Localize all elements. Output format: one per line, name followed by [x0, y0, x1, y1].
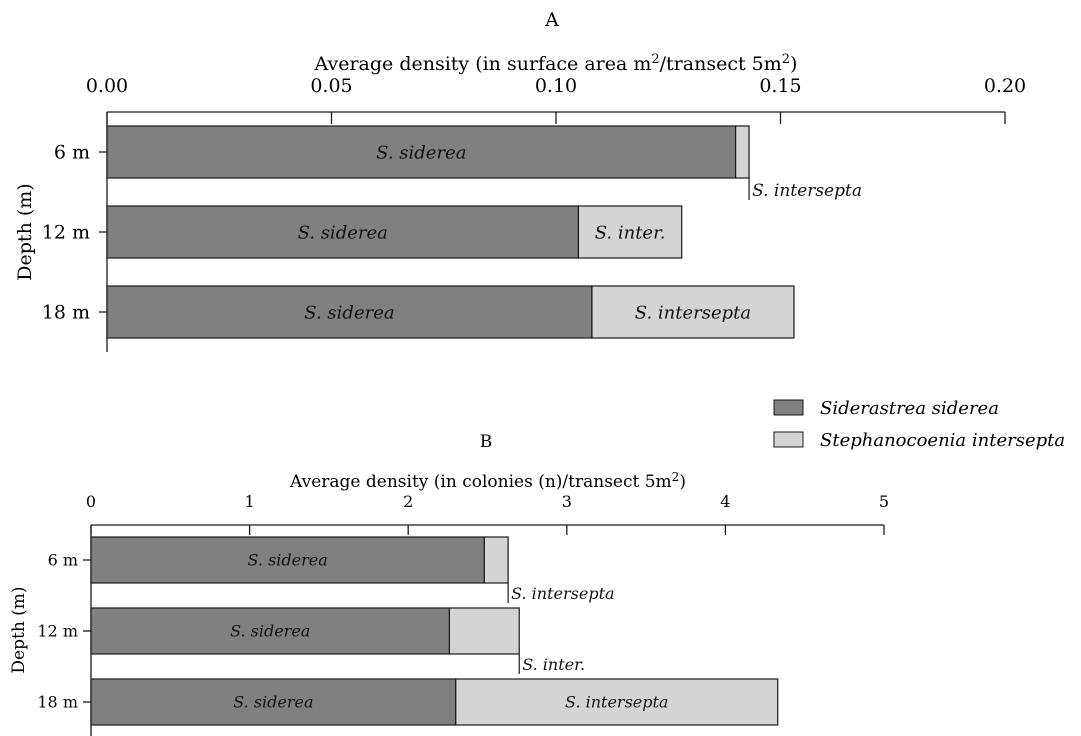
- panel-b-label: B: [480, 432, 493, 452]
- legend-label-siderea: Siderastrea siderea: [820, 398, 999, 419]
- panel-b-bar-label: S. siderea: [230, 622, 310, 641]
- panel-a: A Average density (in surface area m2/tr…: [14, 9, 1026, 352]
- legend-swatch-intersepta: [773, 431, 804, 448]
- panel-a-x-tick-label: 0.15: [759, 75, 801, 97]
- panel-b-bar-siderea: [90, 536, 485, 584]
- panel-a-category-label: 6 m: [54, 142, 90, 164]
- legend-label-intersepta: Stephanocoenia intersepta: [820, 430, 1065, 451]
- panel-a-bar-label: S. siderea: [298, 222, 388, 243]
- panel-a-label: A: [544, 9, 559, 31]
- panel-b-bar-siderea: [90, 607, 451, 655]
- panel-a-category-label: 18 m: [42, 302, 90, 324]
- panel-b-bar-label: S. siderea: [233, 693, 313, 712]
- panel-b-x-tick-label: 3: [562, 492, 572, 511]
- panel-b-category-label: 18 m: [37, 693, 78, 712]
- panel-b-bar-intersepta: [483, 536, 509, 584]
- panel-a-callout-label: S. intersepta: [752, 181, 862, 201]
- panel-a-bar-intersepta: [577, 205, 683, 259]
- panel-a-x-tick-label: 0.05: [310, 75, 352, 97]
- panel-a-bar-label: S. siderea: [376, 142, 466, 163]
- panel-a-bar-label: S. inter.: [595, 222, 666, 243]
- panel-b-x-axis-title: Average density (in colonies (n)/transec…: [289, 470, 686, 492]
- panel-b-x-axis: 0 1 2 3 4 5 6 m 12 m 18 m: [37, 492, 889, 736]
- panel-a-bar-siderea: [106, 125, 737, 179]
- panel-b-category-label: 12 m: [37, 622, 78, 641]
- panel-b-bar-siderea: [90, 678, 457, 726]
- panel-a-bar-label: S. siderea: [304, 302, 394, 323]
- panel-a-bar-intersepta: [591, 285, 795, 339]
- panel-b-x-tick-label: 5: [879, 492, 889, 511]
- panel-b-bar-intersepta: [455, 678, 779, 726]
- panel-a-bar-siderea: [106, 205, 580, 259]
- panel-b-y-axis-title: Depth (m): [9, 586, 29, 673]
- panel-b-callout-label: S. intersepta: [511, 584, 614, 603]
- panel-b-bar-label: S. siderea: [248, 551, 328, 570]
- panel-b: B Average density (in colonies (n)/trans…: [9, 432, 889, 736]
- panel-b-x-tick-label: 0: [86, 492, 96, 511]
- panel-b-bar-label: S. intersepta: [565, 693, 668, 712]
- panel-a-category-label: 12 m: [42, 222, 90, 244]
- panel-a-bar-intersepta: [734, 125, 750, 179]
- panel-b-x-tick-label: 4: [720, 492, 730, 511]
- panel-b-marks: S. siderea S. intersepta S. siderea S. inte…: [90, 536, 779, 726]
- panel-a-x-tick-label: 0.20: [984, 75, 1026, 97]
- panel-a-bar-label: S. intersepta: [635, 302, 751, 323]
- panel-b-x-tick-label: 2: [403, 492, 413, 511]
- panel-a-x-axis-title: Average density (in surface area m2/tran…: [314, 52, 798, 75]
- panel-b-bar-intersepta: [448, 607, 520, 655]
- legend: Siderastrea siderea Stephanocoenia inter…: [773, 398, 1065, 451]
- panel-a-x-axis: 0.00 0.05 0.10 0.15 0.20 6 m 12 m 18 m: [42, 75, 1026, 352]
- panel-b-category-label: 6 m: [48, 551, 78, 570]
- panel-b-x-tick-label: 1: [245, 492, 255, 511]
- panel-b-callout-label: S. inter.: [522, 655, 585, 674]
- panel-a-x-tick-label: 0.00: [86, 75, 128, 97]
- legend-swatch-siderea: [773, 399, 804, 416]
- panel-a-marks: S. siderea S. intersepta S. siderea S. inte…: [106, 125, 862, 339]
- panel-a-x-tick-label: 0.10: [535, 75, 577, 97]
- panel-a-y-axis-title: Depth (m): [14, 183, 36, 280]
